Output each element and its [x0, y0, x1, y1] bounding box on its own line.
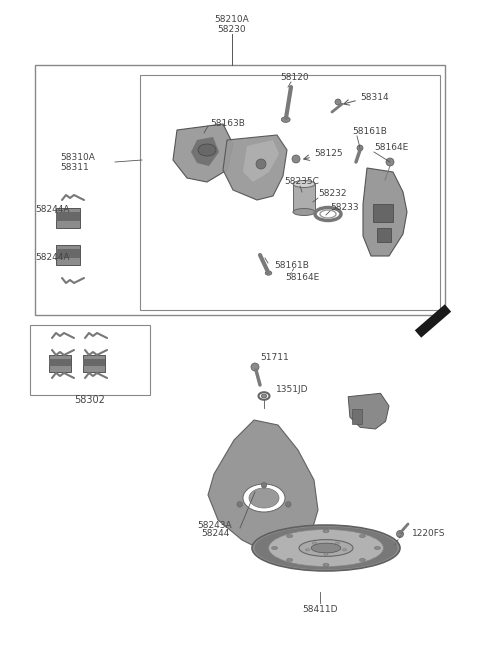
Text: 58311: 58311 — [60, 163, 89, 171]
Ellipse shape — [254, 527, 397, 569]
Circle shape — [292, 155, 300, 163]
Text: 58230: 58230 — [218, 24, 246, 33]
Ellipse shape — [323, 529, 329, 533]
Circle shape — [251, 363, 259, 371]
Ellipse shape — [311, 543, 341, 553]
Ellipse shape — [281, 117, 290, 123]
Ellipse shape — [360, 535, 365, 537]
Polygon shape — [191, 137, 219, 166]
Text: 58244A: 58244A — [35, 253, 70, 262]
Text: 1351JD: 1351JD — [276, 386, 309, 394]
Bar — [140, 75, 440, 310]
Text: 58314: 58314 — [360, 94, 389, 102]
Ellipse shape — [360, 558, 365, 562]
Bar — [83, 358, 105, 366]
Ellipse shape — [249, 488, 279, 508]
Text: 58161B: 58161B — [352, 127, 387, 136]
Ellipse shape — [287, 558, 293, 562]
Text: 58243A: 58243A — [198, 520, 232, 529]
Ellipse shape — [252, 525, 400, 571]
Text: 58164E: 58164E — [285, 272, 319, 281]
Text: 58411D: 58411D — [302, 605, 338, 615]
Bar — [56, 245, 80, 265]
Text: 58163B: 58163B — [210, 119, 245, 127]
Ellipse shape — [299, 540, 353, 556]
Text: 58164E: 58164E — [374, 144, 408, 152]
Ellipse shape — [243, 484, 285, 512]
Text: 58233: 58233 — [330, 203, 359, 213]
Ellipse shape — [324, 553, 328, 555]
Text: 58232: 58232 — [318, 190, 347, 199]
Text: 58161B: 58161B — [274, 260, 309, 270]
Text: 51711: 51711 — [260, 354, 289, 363]
Bar — [35, 65, 445, 315]
Ellipse shape — [312, 542, 317, 544]
Bar — [293, 184, 315, 212]
Polygon shape — [377, 228, 391, 242]
Bar — [83, 354, 105, 371]
Polygon shape — [363, 168, 407, 256]
Bar — [56, 212, 80, 221]
Text: 58210A: 58210A — [215, 16, 250, 24]
Polygon shape — [373, 204, 393, 222]
Ellipse shape — [272, 546, 277, 550]
Circle shape — [256, 159, 266, 169]
Polygon shape — [243, 140, 279, 182]
Ellipse shape — [293, 180, 315, 188]
Ellipse shape — [269, 529, 384, 567]
Bar — [56, 208, 80, 228]
Circle shape — [396, 531, 404, 537]
Ellipse shape — [198, 144, 216, 156]
Bar — [351, 409, 362, 424]
Polygon shape — [223, 135, 287, 200]
Ellipse shape — [323, 564, 329, 566]
Ellipse shape — [287, 535, 293, 537]
Ellipse shape — [265, 271, 272, 275]
Bar — [49, 358, 71, 366]
Bar — [49, 354, 71, 371]
Text: 58125: 58125 — [314, 150, 343, 159]
Polygon shape — [173, 124, 233, 182]
Ellipse shape — [305, 549, 310, 551]
Ellipse shape — [261, 394, 267, 398]
Circle shape — [335, 99, 341, 105]
Text: 58120: 58120 — [281, 73, 309, 81]
Ellipse shape — [374, 546, 381, 550]
Text: 58235C: 58235C — [284, 178, 319, 186]
Ellipse shape — [343, 549, 347, 551]
Bar — [30, 325, 150, 395]
Polygon shape — [208, 420, 318, 555]
Circle shape — [286, 502, 291, 507]
Text: 58310A: 58310A — [60, 154, 95, 163]
Ellipse shape — [336, 542, 339, 544]
Bar — [56, 249, 80, 258]
Circle shape — [386, 158, 394, 166]
Text: 58302: 58302 — [74, 395, 106, 405]
Circle shape — [261, 482, 267, 488]
Ellipse shape — [293, 209, 315, 216]
Circle shape — [357, 145, 363, 151]
Polygon shape — [348, 394, 389, 429]
Text: 58244A: 58244A — [35, 205, 70, 215]
Text: 1220FS: 1220FS — [412, 529, 445, 537]
Text: 58244: 58244 — [201, 529, 229, 539]
Circle shape — [237, 502, 242, 507]
